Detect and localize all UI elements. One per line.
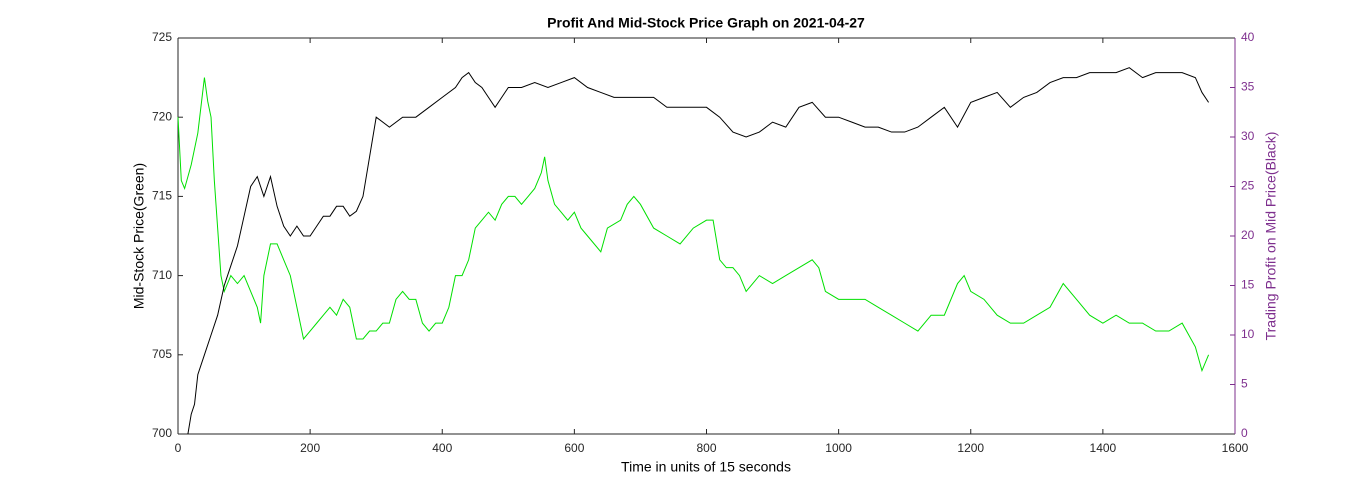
y2-tick-label: 25 xyxy=(1241,179,1255,193)
y2-tick-label: 15 xyxy=(1241,278,1255,292)
x-tick-label: 800 xyxy=(696,441,716,455)
x-tick-label: 1200 xyxy=(957,441,984,455)
y2-tick-label: 35 xyxy=(1241,80,1255,94)
y-tick-label: 710 xyxy=(152,268,172,282)
y2-tick-label: 0 xyxy=(1241,426,1248,440)
y-axis-label: Mid-Stock Price(Green) xyxy=(131,163,147,309)
x-tick-label: 200 xyxy=(300,441,320,455)
y-tick-label: 720 xyxy=(152,109,172,123)
x-tick-label: 400 xyxy=(432,441,452,455)
x-axis-label: Time in units of 15 seconds xyxy=(621,459,791,475)
y2-tick-label: 40 xyxy=(1241,30,1255,44)
chart-title: Profit And Mid-Stock Price Graph on 2021… xyxy=(547,15,865,31)
x-tick-label: 600 xyxy=(564,441,584,455)
y-tick-label: 725 xyxy=(152,30,172,44)
x-tick-label: 1400 xyxy=(1090,441,1117,455)
y2-tick-label: 30 xyxy=(1241,129,1255,143)
y-tick-label: 715 xyxy=(152,189,172,203)
y2-tick-label: 10 xyxy=(1241,327,1255,341)
x-tick-label: 0 xyxy=(175,441,182,455)
x-tick-label: 1600 xyxy=(1222,441,1249,455)
y-tick-label: 705 xyxy=(152,347,172,361)
y2-tick-label: 20 xyxy=(1241,228,1255,242)
y2-axis-label: Trading Profit on Mid Price(Black) xyxy=(1263,132,1279,341)
y2-tick-label: 5 xyxy=(1241,377,1248,391)
x-tick-label: 1000 xyxy=(825,441,852,455)
y-tick-label: 700 xyxy=(152,426,172,440)
series-line xyxy=(187,67,1209,435)
series-line xyxy=(177,77,1210,373)
